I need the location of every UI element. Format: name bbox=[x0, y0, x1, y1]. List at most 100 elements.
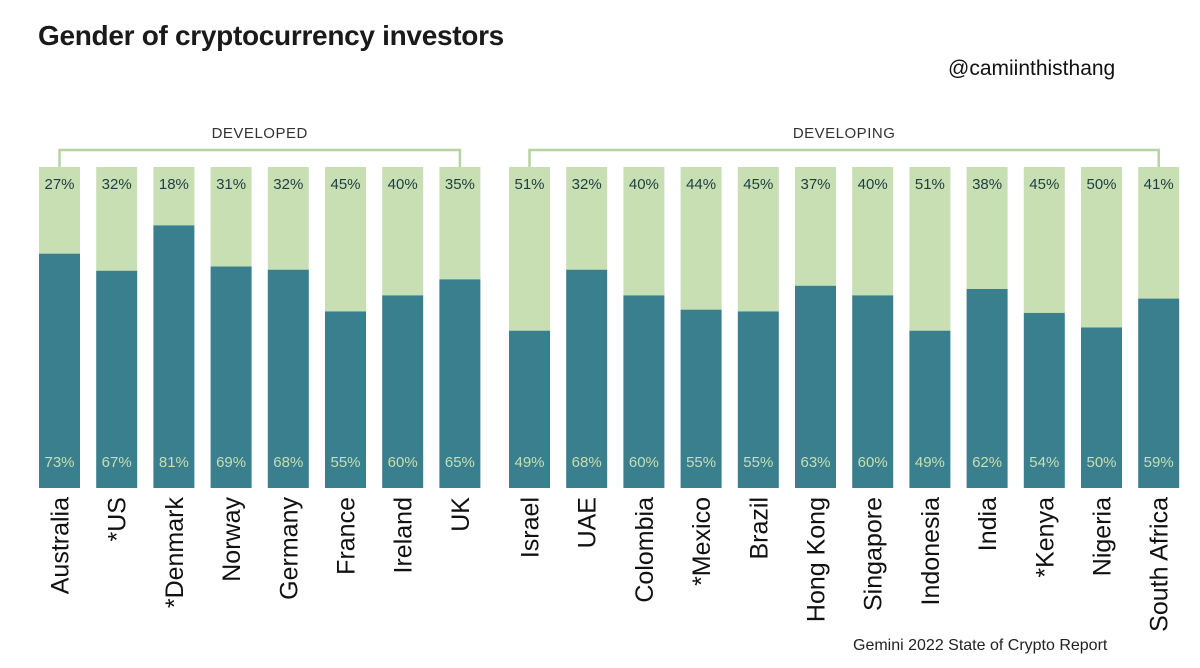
bar-segment-female bbox=[153, 167, 195, 226]
value-label-female: 50% bbox=[1086, 176, 1116, 193]
bar-segment-female bbox=[966, 167, 1008, 289]
bar-segment-female bbox=[39, 167, 80, 254]
bar-segment-male bbox=[267, 269, 309, 488]
value-label-male: 49% bbox=[514, 454, 544, 471]
value-label-female: 32% bbox=[273, 176, 303, 193]
value-label-male: 55% bbox=[330, 454, 360, 471]
value-label-male: 65% bbox=[445, 454, 475, 471]
bar-segment-male bbox=[909, 330, 951, 488]
value-label-female: 40% bbox=[629, 176, 659, 193]
value-label-female: 38% bbox=[972, 176, 1002, 193]
source-note: Gemini 2022 State of Crypto Report bbox=[853, 637, 1108, 654]
value-label-female: 35% bbox=[445, 176, 475, 193]
bar-segment-female bbox=[210, 167, 252, 267]
category-label: UAE bbox=[574, 497, 602, 548]
value-label-female: 32% bbox=[102, 176, 132, 193]
group-label: DEVELOPED bbox=[212, 125, 308, 142]
bar-segment-male bbox=[153, 225, 195, 488]
bar-segment-female bbox=[267, 167, 309, 270]
bar-segment-male bbox=[737, 311, 779, 488]
value-label-male: 67% bbox=[102, 454, 132, 471]
value-label-female: 37% bbox=[800, 176, 830, 193]
value-label-male: 49% bbox=[915, 454, 945, 471]
bar-segment-female bbox=[680, 167, 722, 310]
category-label: Germany bbox=[275, 497, 303, 600]
category-label: Australia bbox=[47, 497, 75, 594]
category-label: South Africa bbox=[1146, 497, 1174, 632]
value-label-male: 69% bbox=[216, 454, 246, 471]
value-label-male: 59% bbox=[1144, 454, 1174, 471]
value-label-female: 45% bbox=[743, 176, 773, 193]
bar-segment-female bbox=[909, 167, 951, 331]
value-label-female: 51% bbox=[514, 176, 544, 193]
value-label-male: 60% bbox=[388, 454, 418, 471]
bar-segment-female bbox=[439, 167, 481, 280]
value-labels: 27% 73% 32% 67% 18% 81% 31% 69% 32% 68% 45% 55% 40% 6… bbox=[44, 176, 1173, 471]
value-label-male: 63% bbox=[800, 454, 830, 471]
value-label-female: 32% bbox=[572, 176, 602, 193]
chart-title: Gender of cryptocurrency investors bbox=[38, 20, 504, 51]
bar-segment-female bbox=[382, 167, 424, 296]
bar-segment-male bbox=[325, 311, 366, 488]
value-label-male: 62% bbox=[972, 454, 1002, 471]
category-label: UK bbox=[447, 497, 475, 532]
value-label-male: 60% bbox=[858, 454, 888, 471]
bar-segment-female bbox=[1023, 167, 1065, 313]
bar-segment-male bbox=[509, 330, 550, 488]
category-label: *US bbox=[104, 497, 132, 541]
bar-segment-female bbox=[325, 167, 366, 312]
value-label-female: 45% bbox=[1029, 176, 1059, 193]
bar-segment-male bbox=[623, 295, 665, 488]
bar-segment-female bbox=[1081, 167, 1122, 328]
bar-segment-male bbox=[852, 295, 894, 488]
value-label-female: 40% bbox=[858, 176, 888, 193]
category-label: Nigeria bbox=[1089, 497, 1117, 576]
category-label: India bbox=[974, 497, 1002, 551]
category-label: France bbox=[333, 497, 361, 575]
value-label-male: 54% bbox=[1029, 454, 1059, 471]
bar-segment-male bbox=[210, 266, 252, 488]
bar-segment-male bbox=[566, 269, 608, 488]
bar-segment-female bbox=[509, 167, 550, 331]
category-label: *Denmark bbox=[161, 497, 189, 609]
bar-segment-male bbox=[439, 279, 481, 488]
category-label: Israel bbox=[517, 497, 545, 558]
value-label-male: 73% bbox=[44, 454, 74, 471]
value-label-female: 18% bbox=[159, 176, 189, 193]
category-label: Norway bbox=[218, 497, 246, 582]
value-label-male: 81% bbox=[159, 454, 189, 471]
value-label-male: 60% bbox=[629, 454, 659, 471]
value-label-male: 50% bbox=[1086, 454, 1116, 471]
bar-segment-male bbox=[382, 295, 424, 488]
group-label: DEVELOPING bbox=[793, 125, 896, 142]
bar-segment-male bbox=[680, 309, 722, 488]
category-label: Ireland bbox=[390, 497, 418, 573]
bar-segment-female bbox=[737, 167, 779, 312]
value-label-female: 27% bbox=[44, 176, 74, 193]
bar-segment-male bbox=[96, 270, 138, 488]
bar-segment-female bbox=[852, 167, 894, 296]
category-label: Brazil bbox=[745, 497, 773, 560]
category-label: Hong Kong bbox=[803, 497, 831, 622]
bar-segment-female bbox=[96, 167, 138, 271]
bar-segment-male bbox=[1081, 327, 1122, 488]
bar-segment-female bbox=[795, 167, 836, 286]
value-label-male: 68% bbox=[273, 454, 303, 471]
category-label: Colombia bbox=[631, 497, 659, 603]
value-label-female: 44% bbox=[686, 176, 716, 193]
category-label: Singapore bbox=[860, 497, 888, 611]
value-label-male: 55% bbox=[686, 454, 716, 471]
bar-segment-male bbox=[39, 253, 80, 488]
bar-segment-male bbox=[795, 285, 836, 488]
category-label: *Kenya bbox=[1031, 497, 1059, 578]
value-label-male: 68% bbox=[572, 454, 602, 471]
group-bracket bbox=[58, 148, 462, 167]
value-label-male: 55% bbox=[743, 454, 773, 471]
bars bbox=[39, 167, 1180, 488]
bar-segment-male bbox=[1023, 312, 1065, 488]
value-label-female: 40% bbox=[388, 176, 418, 193]
category-label: *Mexico bbox=[688, 497, 716, 586]
group-bracket bbox=[528, 148, 1160, 167]
value-label-female: 41% bbox=[1144, 176, 1174, 193]
bar-segment-female bbox=[1138, 167, 1180, 299]
